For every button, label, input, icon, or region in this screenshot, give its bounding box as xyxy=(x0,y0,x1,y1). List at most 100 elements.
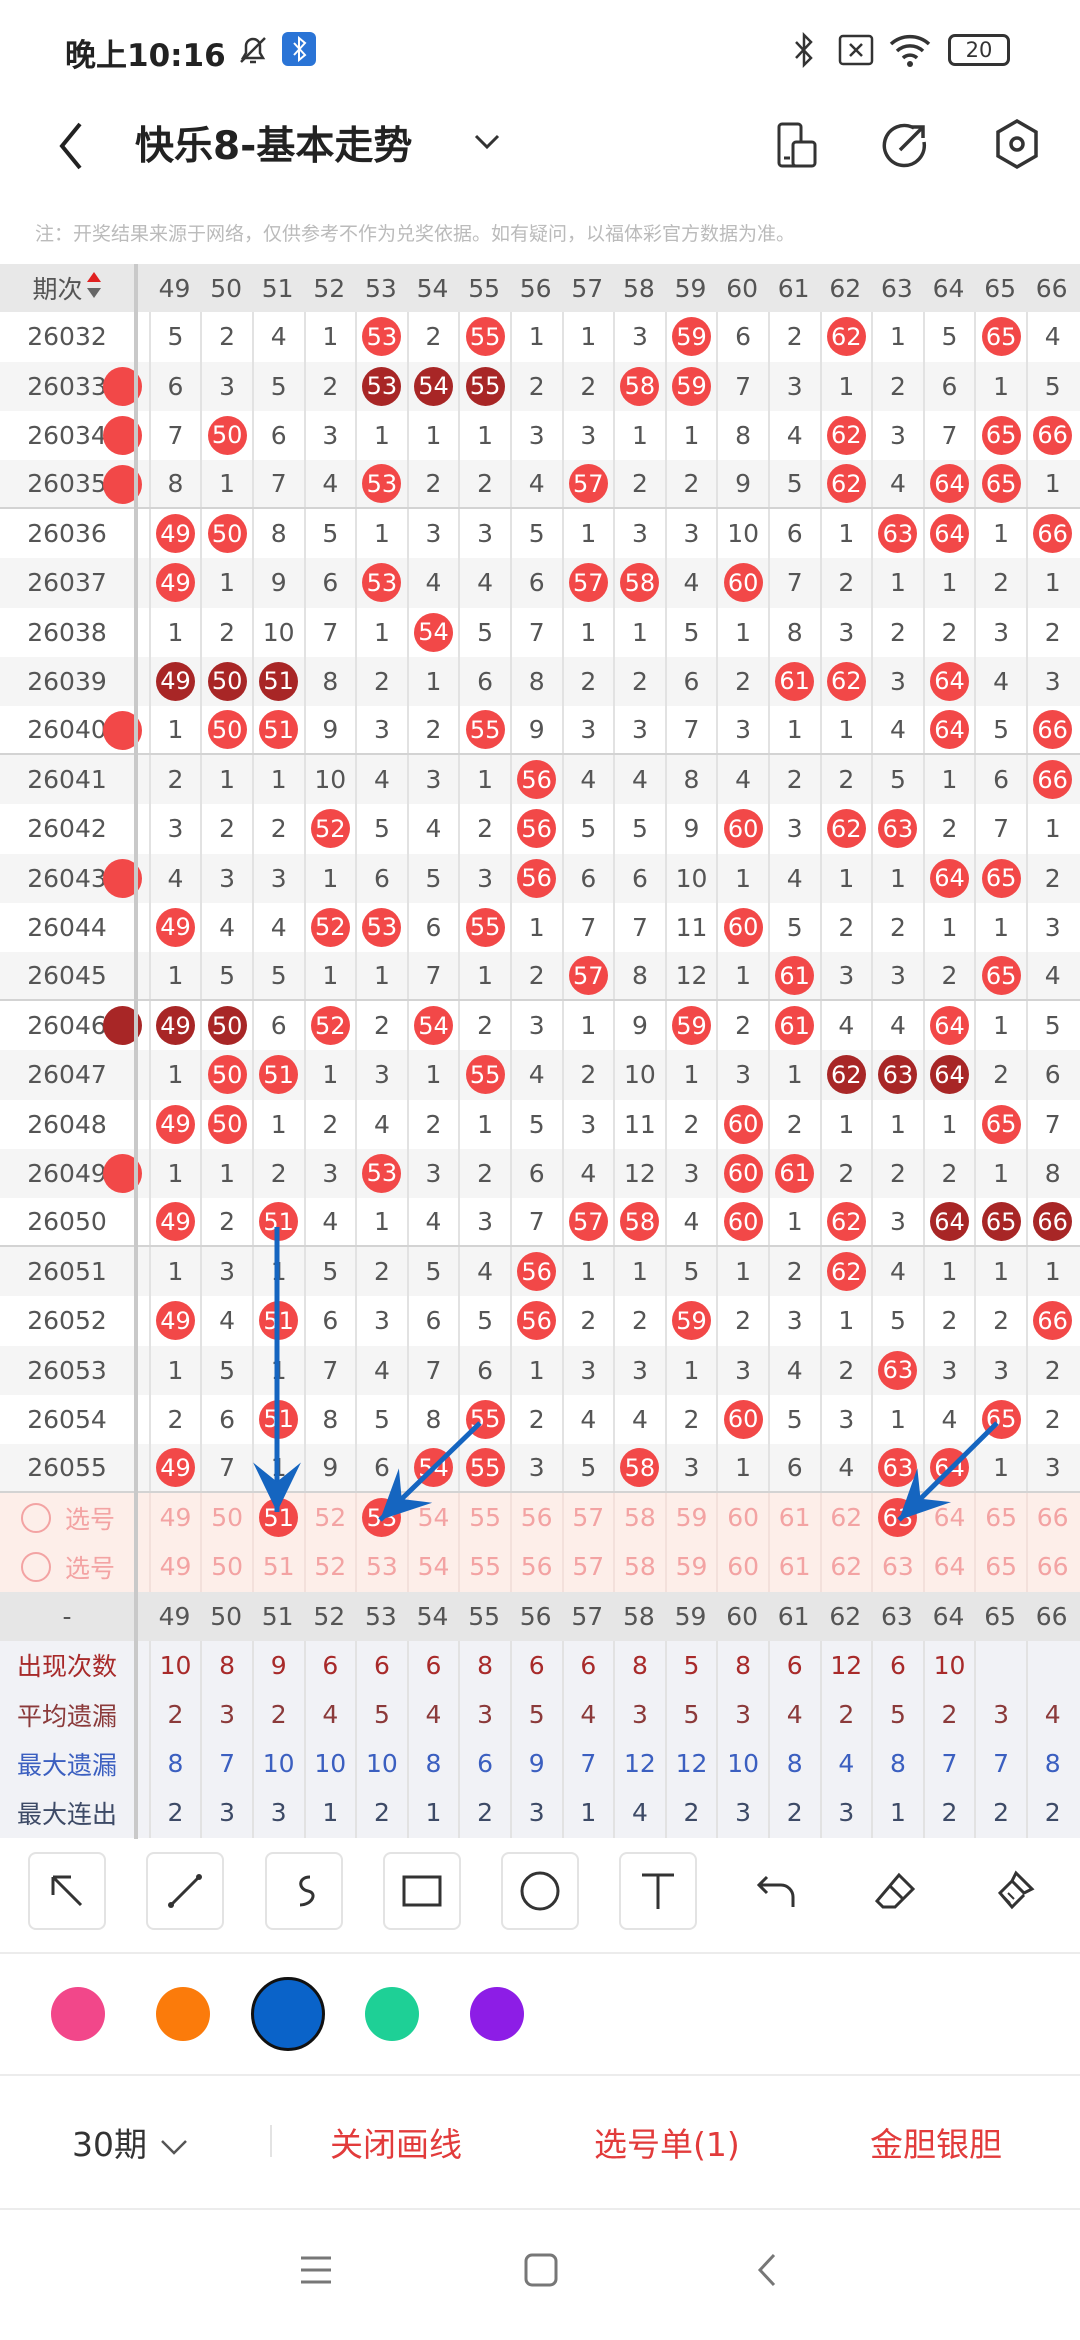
cell-53[interactable]: 1 xyxy=(355,509,407,559)
cell-50[interactable]: 1 xyxy=(200,558,252,608)
chevron-down-icon[interactable] xyxy=(472,130,502,154)
cell-53[interactable]: 2 xyxy=(355,1247,407,1297)
cell-50[interactable]: 2 xyxy=(200,804,252,854)
cell-57[interactable]: 3 xyxy=(561,706,614,754)
cell-51[interactable]: 6 xyxy=(251,410,304,460)
cell-52[interactable]: 52 xyxy=(303,1001,356,1051)
cell-53[interactable]: 3 xyxy=(355,706,407,754)
cell-49[interactable]: 1 xyxy=(148,1247,201,1297)
cell-59[interactable]: 59 xyxy=(664,361,717,411)
cell-56[interactable]: 6 xyxy=(509,558,562,608)
cell-64[interactable]: 2 xyxy=(922,1296,975,1346)
cell-63[interactable]: 3 xyxy=(871,410,923,460)
cell-66[interactable]: 4 xyxy=(1025,952,1078,1000)
cell-66[interactable]: 5 xyxy=(1025,361,1078,411)
cell-57[interactable]: 3 xyxy=(561,1345,614,1395)
cell-59[interactable]: 1 xyxy=(664,1345,717,1395)
cell-53[interactable]: 2 xyxy=(355,1001,407,1051)
cell-65[interactable]: 2 xyxy=(974,1050,1026,1100)
pick-cell-57[interactable]: 57 xyxy=(561,1542,614,1592)
cell-51[interactable]: 51 xyxy=(251,656,304,706)
cell-59[interactable]: 59 xyxy=(664,1001,717,1051)
cell-62[interactable]: 1 xyxy=(819,853,872,903)
cell-56[interactable]: 4 xyxy=(509,1050,562,1100)
tool-circle[interactable] xyxy=(501,1852,579,1930)
pen-color-swatch[interactable] xyxy=(365,1987,419,2041)
column-header-54[interactable]: 54 xyxy=(416,273,449,303)
cell-62[interactable]: 4 xyxy=(819,1444,872,1492)
cell-66[interactable]: 2 xyxy=(1025,1394,1078,1444)
cell-52[interactable]: 52 xyxy=(303,804,356,854)
cell-66[interactable]: 66 xyxy=(1025,1296,1078,1346)
cell-66[interactable]: 6 xyxy=(1025,1050,1078,1100)
cell-66[interactable]: 66 xyxy=(1025,1198,1078,1246)
cell-50[interactable]: 6 xyxy=(200,1394,252,1444)
cell-57[interactable]: 4 xyxy=(561,755,614,805)
cell-58[interactable]: 3 xyxy=(613,509,665,559)
cell-61[interactable]: 61 xyxy=(767,656,820,706)
column-header-55[interactable]: 55 xyxy=(468,273,500,303)
cell-61[interactable]: 1 xyxy=(767,1050,820,1100)
cell-54[interactable]: 7 xyxy=(406,1345,459,1395)
cell-57[interactable]: 2 xyxy=(561,1050,614,1100)
cell-50[interactable]: 2 xyxy=(200,312,252,362)
cell-50[interactable]: 1 xyxy=(200,755,252,805)
cell-57[interactable]: 5 xyxy=(561,1444,614,1492)
cell-61[interactable]: 2 xyxy=(767,1099,820,1149)
cell-66[interactable]: 1 xyxy=(1025,460,1078,508)
cell-66[interactable]: 7 xyxy=(1025,1099,1078,1149)
column-header-56[interactable]: 56 xyxy=(519,273,552,303)
tool-clear[interactable] xyxy=(975,1852,1053,1930)
pick-cell-62[interactable]: 62 xyxy=(819,1542,872,1592)
cell-50[interactable]: 4 xyxy=(200,1296,252,1346)
cell-56[interactable]: 3 xyxy=(509,1444,562,1492)
pick-cell-66[interactable]: 66 xyxy=(1025,1542,1078,1592)
cell-61[interactable]: 4 xyxy=(767,1345,820,1395)
cell-65[interactable]: 1 xyxy=(974,1444,1026,1492)
cell-65[interactable]: 65 xyxy=(974,853,1026,903)
cell-57[interactable]: 1 xyxy=(561,1001,614,1051)
cell-59[interactable]: 5 xyxy=(664,607,717,657)
tool-line[interactable] xyxy=(146,1852,224,1930)
cell-64[interactable]: 1 xyxy=(922,558,975,608)
cell-62[interactable]: 3 xyxy=(819,607,872,657)
column-header-62[interactable]: 62 xyxy=(829,273,862,303)
cell-50[interactable]: 4 xyxy=(200,902,252,952)
cell-56[interactable]: 1 xyxy=(509,1345,562,1395)
cell-64[interactable]: 64 xyxy=(922,706,975,754)
pick-cell-66[interactable]: 66 xyxy=(1025,1493,1078,1543)
cell-64[interactable]: 4 xyxy=(922,1394,975,1444)
cell-66[interactable]: 2 xyxy=(1025,853,1078,903)
cell-55[interactable]: 1 xyxy=(458,1099,510,1149)
cell-64[interactable]: 64 xyxy=(922,853,975,903)
cell-65[interactable]: 65 xyxy=(974,952,1026,1000)
cell-51[interactable]: 6 xyxy=(251,1001,304,1051)
cell-51[interactable]: 5 xyxy=(251,952,304,1000)
cell-62[interactable]: 62 xyxy=(819,460,872,508)
cell-63[interactable]: 1 xyxy=(871,1394,923,1444)
cell-58[interactable]: 4 xyxy=(613,1394,665,1444)
cell-54[interactable]: 2 xyxy=(406,460,459,508)
cell-56[interactable]: 9 xyxy=(509,706,562,754)
cell-53[interactable]: 1 xyxy=(355,410,407,460)
cell-61[interactable]: 4 xyxy=(767,410,820,460)
cell-52[interactable]: 9 xyxy=(303,1444,356,1492)
pick-cell-56[interactable]: 56 xyxy=(509,1542,562,1592)
column-header-59[interactable]: 59 xyxy=(674,273,707,303)
cell-64[interactable]: 64 xyxy=(922,1198,975,1246)
cell-51[interactable]: 9 xyxy=(251,558,304,608)
cell-66[interactable]: 66 xyxy=(1025,706,1078,754)
cell-64[interactable]: 64 xyxy=(922,656,975,706)
cell-50[interactable]: 5 xyxy=(200,1345,252,1395)
cell-56[interactable]: 2 xyxy=(509,952,562,1000)
cell-50[interactable]: 2 xyxy=(200,607,252,657)
cell-62[interactable]: 62 xyxy=(819,1050,872,1100)
cell-56[interactable]: 8 xyxy=(509,656,562,706)
column-header-53[interactable]: 53 xyxy=(364,273,397,303)
cell-49[interactable]: 1 xyxy=(148,706,201,754)
cell-61[interactable]: 6 xyxy=(767,509,820,559)
cell-51[interactable]: 51 xyxy=(251,706,304,754)
cell-58[interactable]: 2 xyxy=(613,656,665,706)
cell-49[interactable]: 1 xyxy=(148,1148,201,1198)
cell-62[interactable]: 2 xyxy=(819,558,872,608)
